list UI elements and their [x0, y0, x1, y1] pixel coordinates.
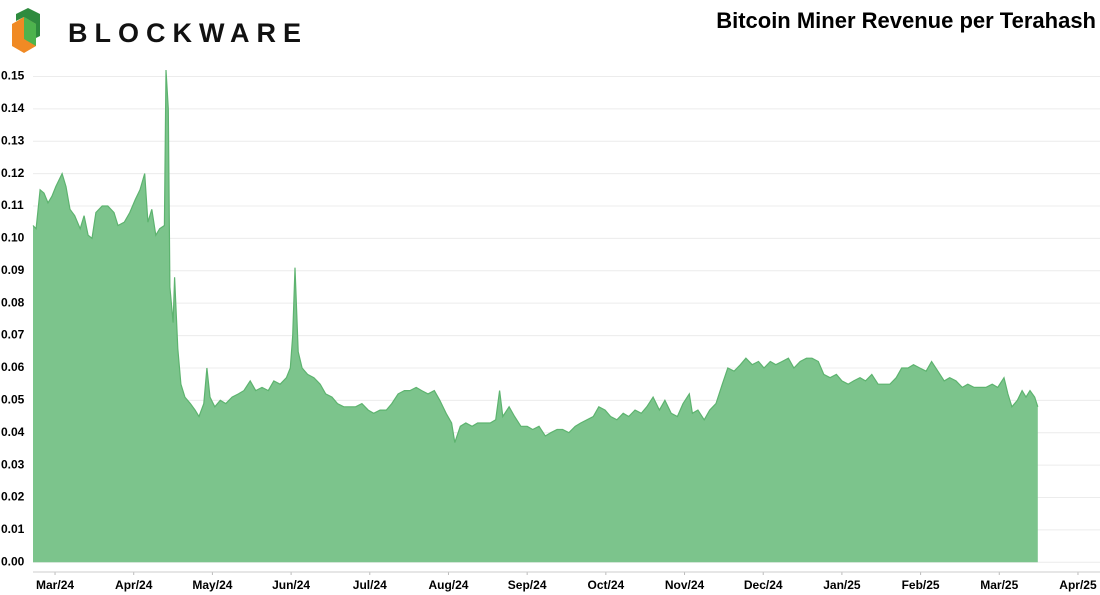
x-tick-label: Jan/25	[823, 578, 861, 592]
y-tick-label: 0.14	[1, 101, 25, 115]
y-tick-label: 0.13	[1, 133, 25, 147]
x-tick-label: Oct/24	[587, 578, 624, 592]
y-tick-label: 0.15	[1, 69, 25, 83]
y-tick-label: 0.11	[1, 198, 24, 212]
y-tick-label: 0.00	[1, 554, 25, 568]
x-tick-label: Jul/24	[353, 578, 387, 592]
y-tick-label: 0.07	[1, 328, 25, 342]
x-tick-label: Nov/24	[665, 578, 705, 592]
x-tick-label: Apr/25	[1059, 578, 1097, 592]
x-tick-label: Mar/24	[36, 578, 74, 592]
y-tick-label: 0.03	[1, 457, 25, 471]
x-tick-label: Dec/24	[744, 578, 783, 592]
y-tick-label: 0.10	[1, 231, 25, 245]
x-tick-label: Sep/24	[508, 578, 547, 592]
x-tick-label: Mar/25	[980, 578, 1018, 592]
area	[33, 70, 1038, 563]
x-tick-label: Aug/24	[428, 578, 468, 592]
y-tick-label: 0.02	[1, 490, 25, 504]
y-tick-label: 0.05	[1, 393, 25, 407]
chart-title: Bitcoin Miner Revenue per Terahash	[716, 8, 1096, 33]
logo: BLOCKWARE	[12, 8, 308, 53]
logo-face	[24, 17, 36, 46]
area-line	[32, 69, 1039, 443]
logo-top	[16, 8, 40, 38]
y-tick-label: 0.04	[1, 425, 25, 439]
y-tick-label: 0.06	[1, 360, 25, 374]
y-tick-label: 0.08	[1, 295, 25, 309]
x-tick-label: Feb/25	[902, 578, 940, 592]
x-tick-label: Jun/24	[272, 578, 310, 592]
brand-name: BLOCKWARE	[68, 18, 308, 48]
y-tick-label: 0.09	[1, 263, 25, 277]
x-tick-label: May/24	[192, 578, 232, 592]
x-tick-label: Apr/24	[115, 578, 153, 592]
y-tick-label: 0.12	[1, 166, 25, 180]
y-tick-label: 0.01	[1, 522, 25, 536]
